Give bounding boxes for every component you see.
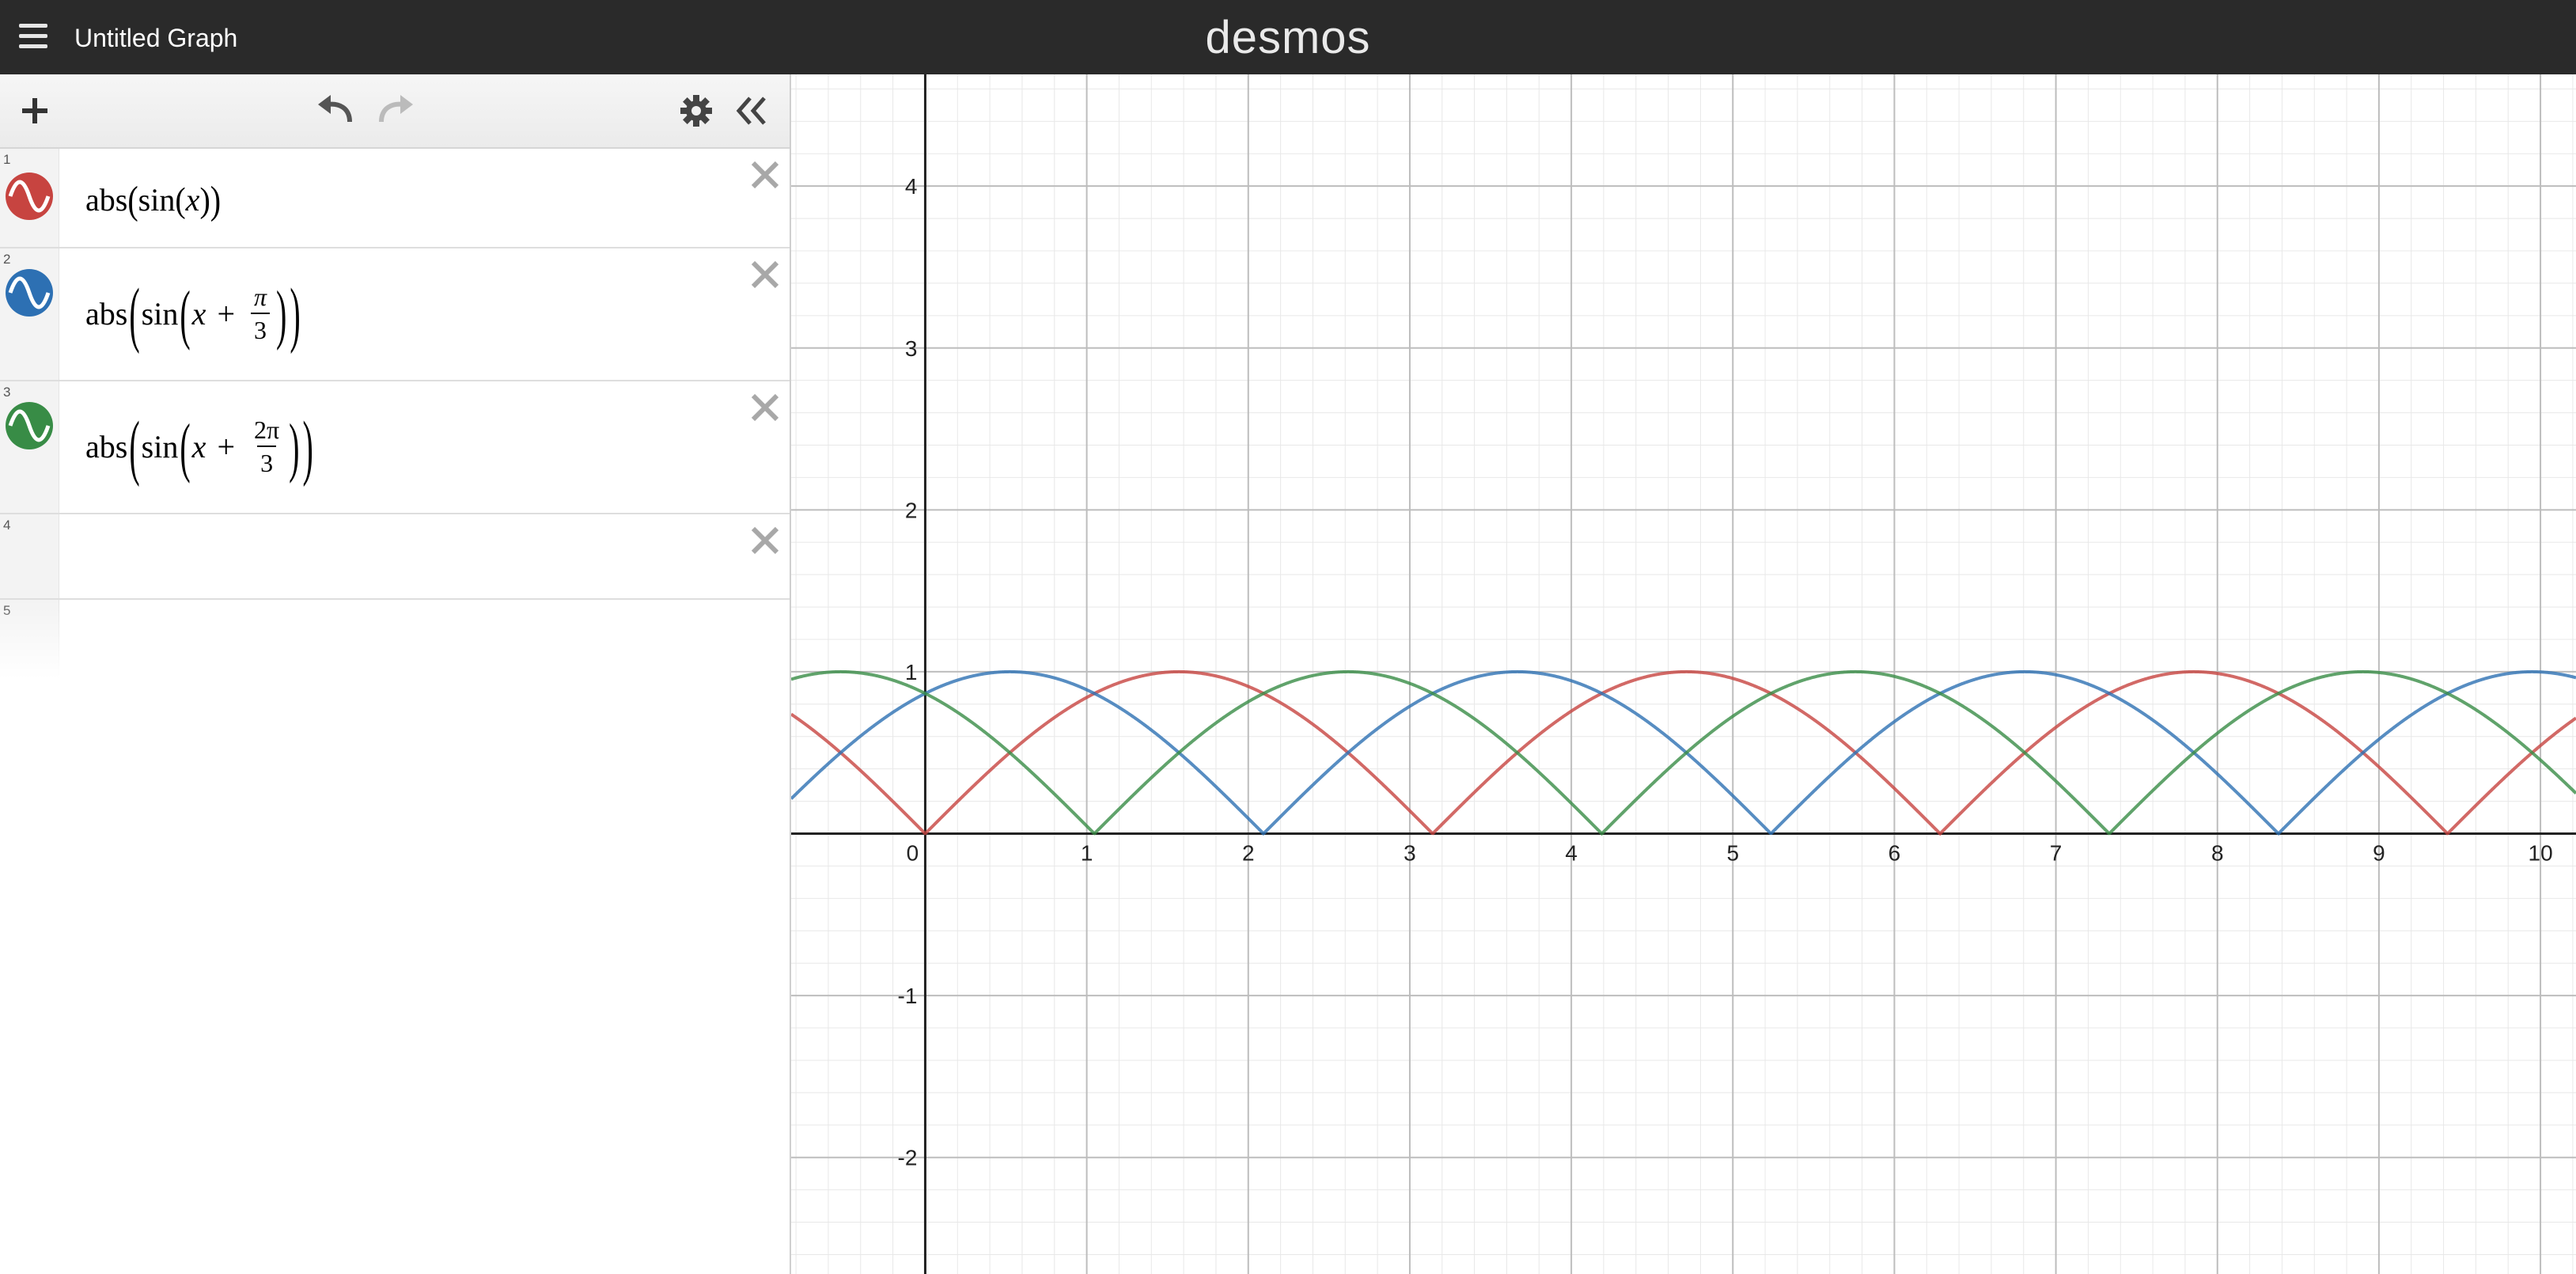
fade-overlay [0,600,790,679]
variable: x [185,181,200,218]
curve-1 [791,669,2576,836]
paren: ) [290,272,301,355]
function-name: abs [85,295,128,332]
paren: ) [289,408,300,484]
delete-expression-icon[interactable] [748,391,782,424]
x-tick-label: 7 [2050,841,2063,866]
x-tick-label: 0 [907,841,919,866]
expression-formula[interactable]: abs ( sin ( x + 2π 3 ) ) [85,405,315,487]
expression-index: 3 [3,385,11,400]
operator: + [217,428,235,464]
desmos-logo: desmos [1205,12,1371,63]
hamburger-menu-icon[interactable] [17,21,49,52]
curve-2 [791,669,2576,836]
paren: ) [276,275,287,351]
expression-row-2[interactable]: 2 abs ( sin ( x + π 3 ) [0,248,790,381]
x-tick-label: 10 [2529,841,2553,866]
wave-icon[interactable] [6,269,53,317]
x-tick-label: 8 [2211,841,2224,866]
fraction-denominator: 3 [251,313,271,344]
graph-title[interactable]: Untitled Graph [74,24,238,52]
y-tick-label: -1 [898,984,918,1008]
function-name: sin [141,295,179,332]
y-tick-label: -2 [898,1146,918,1170]
variable: x [191,428,206,464]
x-tick-label: 5 [1726,841,1739,866]
curves [791,669,2576,836]
paren: ( [180,408,191,484]
function-name: abs [85,181,128,218]
paren: ) [302,405,313,487]
y-tick-label: 3 [905,336,918,361]
expression-index: 4 [3,518,11,533]
paren: ( [127,176,138,222]
function-name: sin [141,428,179,464]
expression-gutter: 1 [0,149,59,247]
paren: ( [180,275,191,351]
expression-gutter: 2 [0,248,59,380]
paren: ( [129,405,140,487]
expression-list: 1 abs ( sin ( x ) ) [0,149,790,679]
expression-toolbar [0,74,790,149]
paren: ) [210,176,222,222]
expression-row-5[interactable]: 5 [0,600,790,679]
x-tick-label: 3 [1404,841,1416,866]
variable: x [191,295,206,332]
expression-gutter: 4 [0,514,59,598]
delete-expression-icon[interactable] [748,158,782,191]
fraction: π 3 [251,282,271,344]
function-name: abs [85,428,128,464]
redo-icon[interactable] [375,92,416,130]
wave-icon[interactable] [6,402,53,449]
delete-expression-icon[interactable] [748,258,782,291]
y-tick-label: 1 [905,660,918,684]
expression-row-4[interactable]: 4 [0,514,790,600]
x-tick-label: 1 [1081,841,1093,866]
fraction-denominator: 3 [257,446,277,477]
expression-panel: 1 abs ( sin ( x ) ) [0,74,791,1274]
delete-expression-icon[interactable] [748,524,782,557]
graph-canvas[interactable]: 0 1 2 3 4 5 6 7 8 9 10 4 3 2 1 -1 -2 [791,74,2576,1274]
curve-3 [791,669,2576,836]
x-tick-label: 9 [2373,841,2385,866]
top-bar: Untitled Graph desmos [0,0,2576,74]
paren: ) [199,180,210,219]
fraction-numerator: π [254,282,267,311]
y-tick-label: 2 [905,498,918,522]
expression-index: 1 [3,152,11,167]
x-tick-label: 4 [1565,841,1578,866]
expression-row-3[interactable]: 3 abs ( sin ( x + 2π 3 ) [0,381,790,514]
graph-svg[interactable]: 0 1 2 3 4 5 6 7 8 9 10 4 3 2 1 -1 -2 [791,74,2576,1274]
expression-formula[interactable]: abs ( sin ( x + π 3 ) ) [85,272,302,355]
tick-labels: 0 1 2 3 4 5 6 7 8 9 10 4 3 2 1 -1 -2 [898,174,2553,1170]
wave-icon[interactable] [6,173,53,220]
y-tick-label: 4 [905,174,918,199]
paren: ( [129,272,140,355]
expression-formula[interactable]: abs ( sin ( x ) ) [85,177,221,222]
operator: + [217,295,235,332]
paren: ( [175,180,186,219]
gear-icon[interactable] [679,93,714,128]
expression-index: 2 [3,252,11,267]
axes [791,74,2576,1274]
function-name: sin [138,181,176,218]
fraction-numerator: 2π [254,415,280,444]
undo-icon[interactable] [315,92,356,130]
x-tick-label: 6 [1888,841,1901,866]
minor-gridlines [791,74,2576,1274]
x-tick-label: 2 [1242,841,1255,866]
expression-gutter: 3 [0,381,59,513]
collapse-panel-icon[interactable] [734,95,769,127]
major-gridlines [791,74,2576,1274]
fraction: 2π 3 [251,415,282,477]
plus-icon[interactable] [17,93,52,128]
expression-row-1[interactable]: 1 abs ( sin ( x ) ) [0,149,790,248]
